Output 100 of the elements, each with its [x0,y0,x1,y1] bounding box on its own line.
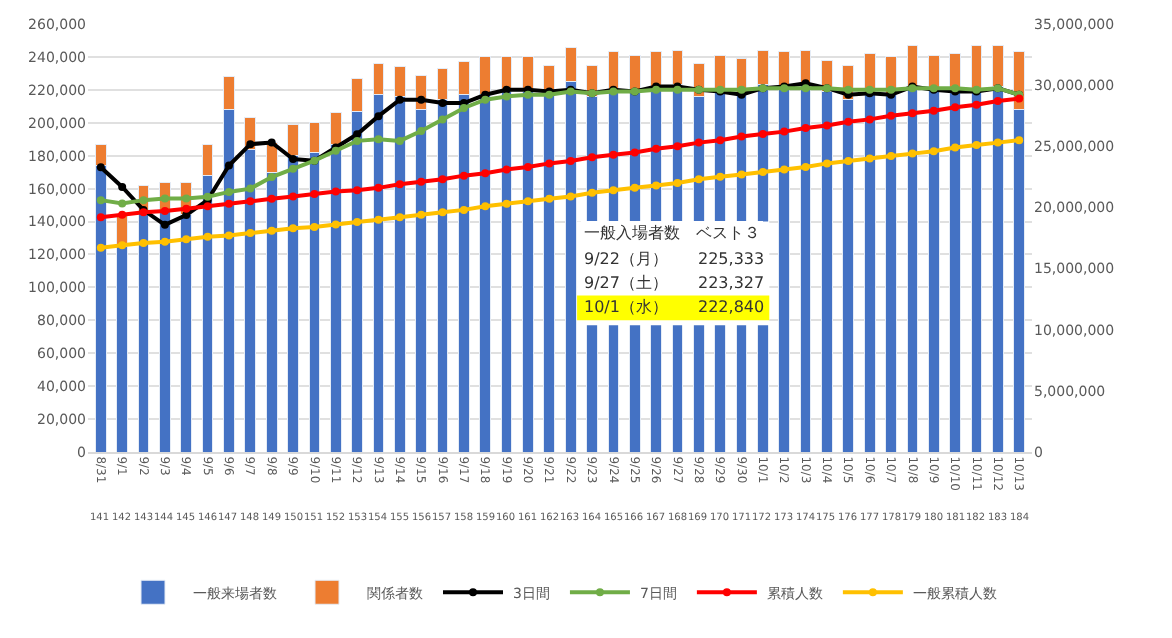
point [96,243,105,252]
point [502,85,511,94]
point [630,148,639,157]
point [929,106,938,115]
point [182,235,191,244]
point [374,215,383,224]
bar [885,94,897,452]
bar [159,209,171,452]
annotation: 10/1（水） [584,298,668,316]
point [417,210,426,219]
bar [949,91,961,452]
point [118,210,127,219]
bar [799,49,812,84]
point [438,175,447,184]
bar [863,94,876,452]
bar [628,54,641,92]
point [96,163,105,172]
point [395,180,404,189]
point [331,220,340,229]
point [118,182,127,191]
point [182,204,191,213]
point [929,147,938,156]
point [481,202,490,211]
point [267,138,276,147]
point [737,132,746,141]
bar [500,91,513,452]
point [459,171,468,180]
point [1015,136,1024,145]
point [694,138,703,147]
bar [778,86,791,452]
point [673,142,682,151]
point [417,177,426,186]
point [951,103,960,112]
point [908,149,917,158]
point [588,153,597,162]
point [502,165,511,174]
point [417,127,426,135]
point [801,123,810,132]
bar [927,87,940,452]
point [224,199,233,208]
point [353,130,362,139]
point [224,187,233,196]
point [310,223,319,231]
bar [778,51,791,88]
point [502,92,511,101]
point [716,136,725,145]
bar [970,44,983,89]
point [972,100,981,109]
point [395,136,404,145]
point [865,154,874,163]
point [459,205,468,214]
point [523,197,532,206]
point [716,172,725,181]
point [481,169,490,178]
bar [906,44,919,88]
bar [522,91,534,452]
point [246,184,255,193]
bar [671,49,684,86]
bar [479,94,492,452]
point [139,238,148,247]
point [438,208,447,217]
point [822,159,831,168]
point [289,154,298,163]
point [737,85,746,94]
point [203,202,212,211]
point [887,111,896,120]
point [630,183,639,192]
point [96,213,105,222]
annotation: 223,327 [698,274,765,292]
point [801,84,810,93]
point [246,197,255,206]
point [438,99,447,108]
point [758,130,767,139]
point [758,167,767,176]
point [737,170,746,179]
point [865,115,874,124]
point [502,199,511,208]
point [417,95,426,104]
point [246,229,255,238]
annotation: 222,840 [698,298,765,316]
point [267,173,276,182]
annotation: 一般入場者数 ベスト３ [584,224,760,242]
point [395,213,404,222]
point [609,186,618,195]
point [160,220,169,229]
point [887,152,896,161]
point [523,163,532,172]
point [844,156,853,165]
point [801,163,810,172]
point [395,95,404,104]
point [993,97,1002,106]
bar [543,94,556,452]
point [673,178,682,187]
point [374,183,383,192]
point [353,218,362,227]
point [267,194,276,203]
point [96,196,105,205]
point [588,188,597,197]
bar [906,86,919,452]
point [609,150,618,159]
